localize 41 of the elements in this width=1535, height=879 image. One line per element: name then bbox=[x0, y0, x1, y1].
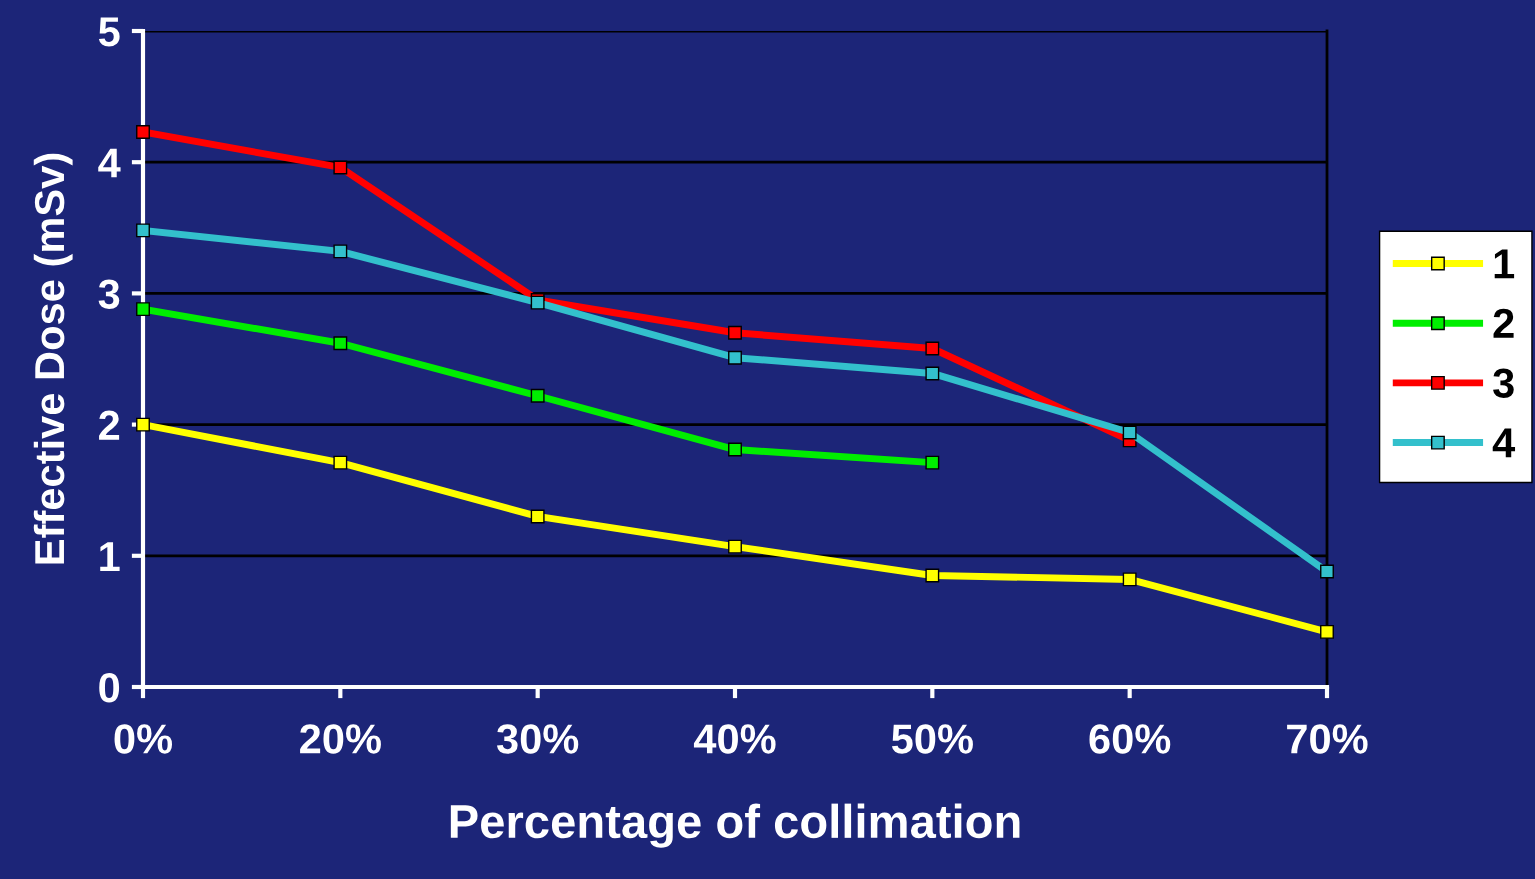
point bbox=[728, 325, 742, 340]
x-tick-label: 30% bbox=[496, 724, 579, 754]
y-axis-title: Effective Dose (mSv) bbox=[33, 153, 73, 564]
point bbox=[1122, 572, 1137, 587]
x-tick-label: 50% bbox=[891, 724, 973, 754]
point bbox=[136, 223, 150, 238]
point bbox=[530, 388, 545, 403]
point bbox=[728, 539, 742, 554]
point bbox=[1122, 425, 1137, 440]
point bbox=[333, 455, 348, 470]
point bbox=[925, 455, 940, 470]
point bbox=[925, 568, 940, 583]
point bbox=[925, 366, 940, 381]
y-tick-label: 2 bbox=[99, 410, 120, 440]
point bbox=[136, 302, 150, 317]
point bbox=[333, 244, 348, 259]
legend-label: 3 bbox=[1493, 368, 1514, 398]
x-tick-label: 40% bbox=[693, 724, 776, 754]
legend-label: 4 bbox=[1492, 428, 1516, 458]
point bbox=[925, 341, 940, 356]
legend-label: 2 bbox=[1493, 308, 1514, 338]
y-tick-label: 4 bbox=[98, 148, 121, 178]
point bbox=[136, 417, 150, 432]
point bbox=[333, 336, 348, 351]
x-tick-label: 70% bbox=[1287, 724, 1368, 754]
x-tick-label: 0% bbox=[114, 724, 173, 754]
point bbox=[1320, 624, 1334, 639]
legend-label: 1 bbox=[1494, 249, 1515, 279]
x-tick-label: 60% bbox=[1089, 724, 1171, 754]
x-tick-label: 20% bbox=[300, 724, 381, 754]
point bbox=[728, 350, 742, 365]
x-axis-title: Percentage of collimation bbox=[450, 803, 1020, 848]
y-tick-label: 0 bbox=[99, 673, 120, 703]
point bbox=[530, 509, 545, 524]
point bbox=[1320, 564, 1334, 579]
y-tick-label: 3 bbox=[98, 279, 120, 309]
point bbox=[136, 125, 150, 139]
y-tick-label: 1 bbox=[100, 542, 120, 571]
point bbox=[333, 160, 348, 175]
point bbox=[728, 442, 742, 457]
y-tick-label: 5 bbox=[98, 17, 120, 47]
